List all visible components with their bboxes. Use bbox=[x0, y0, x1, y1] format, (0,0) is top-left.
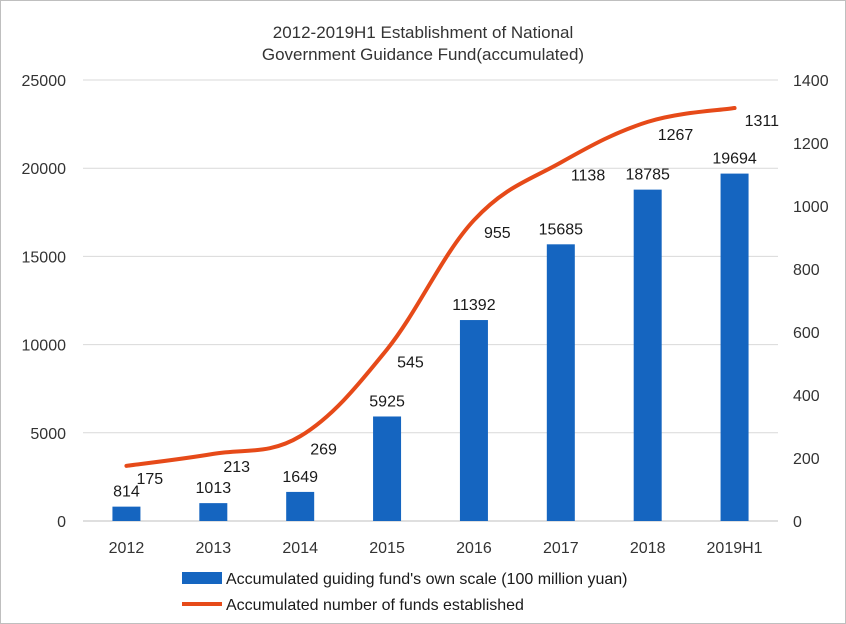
bar-data-label: 5925 bbox=[369, 393, 405, 410]
x-tick-label: 2017 bbox=[543, 540, 579, 557]
x-tick-label: 2016 bbox=[456, 540, 492, 557]
y-left-tick-label: 5000 bbox=[30, 426, 66, 443]
y-right-tick-label: 1000 bbox=[793, 199, 829, 216]
x-axis: 2012 2013 2014 2015 2016 2017 2018 2019H1 bbox=[109, 540, 763, 557]
y-left-tick-label: 25000 bbox=[22, 73, 67, 90]
y-right-tick-label: 800 bbox=[793, 262, 820, 279]
bar-data-label: 814 bbox=[113, 484, 140, 501]
y-right-tick-label: 1200 bbox=[793, 136, 829, 153]
x-tick-label: 2018 bbox=[630, 540, 666, 557]
y-right-tick-label: 600 bbox=[793, 325, 820, 342]
y-right-tick-label: 200 bbox=[793, 451, 820, 468]
x-tick-label: 2013 bbox=[196, 540, 232, 557]
legend-swatch-bar bbox=[182, 572, 222, 584]
line-data-label: 1267 bbox=[658, 127, 694, 144]
legend-label-line: Accumulated number of funds established bbox=[226, 597, 524, 614]
bar-data-label: 18785 bbox=[625, 167, 670, 184]
line-data-label: 175 bbox=[136, 471, 163, 488]
line-data-label: 1311 bbox=[745, 113, 780, 130]
x-tick-label: 2015 bbox=[369, 540, 405, 557]
bar-data-label: 19694 bbox=[712, 151, 757, 168]
line-path bbox=[124, 106, 737, 468]
y-right-tick-label: 1400 bbox=[793, 73, 829, 90]
chart-title-line-1: 2012-2019H1 Establishment of National bbox=[272, 23, 574, 42]
bar-data-label: 1649 bbox=[282, 469, 318, 486]
bar-data-label: 15685 bbox=[539, 221, 584, 238]
bar bbox=[112, 506, 141, 521]
chart-title-line-2: Government Guidance Fund(accumulated) bbox=[261, 45, 585, 64]
y-left-tick-label: 20000 bbox=[22, 161, 67, 178]
bar bbox=[720, 173, 749, 521]
gridlines bbox=[83, 79, 778, 522]
line-data-label: 269 bbox=[310, 441, 337, 458]
bar bbox=[546, 244, 575, 522]
x-tick-label: 2019H1 bbox=[707, 540, 763, 557]
legend: Accumulated guiding fund's own scale (10… bbox=[182, 571, 628, 614]
y-right-tick-label: 400 bbox=[793, 388, 820, 405]
y-right-tick-label: 0 bbox=[793, 514, 802, 531]
line-data-label: 213 bbox=[223, 459, 250, 476]
y-left-tick-label: 15000 bbox=[22, 249, 67, 266]
y-left-tick-label: 10000 bbox=[22, 338, 67, 355]
legend-label-bar: Accumulated guiding fund's own scale (10… bbox=[226, 571, 628, 588]
bar-series bbox=[112, 173, 749, 522]
line-series bbox=[124, 106, 737, 468]
bar bbox=[199, 503, 228, 521]
bar bbox=[459, 320, 488, 521]
line-data-label: 955 bbox=[484, 225, 511, 242]
bar-data-label: 11392 bbox=[452, 297, 495, 314]
line-data-label: 1138 bbox=[571, 168, 606, 185]
bar bbox=[373, 416, 402, 521]
x-tick-label: 2012 bbox=[109, 540, 145, 557]
x-tick-label: 2014 bbox=[282, 540, 318, 557]
chart-title: 2012-2019H1 Establishment of National Go… bbox=[0, 22, 846, 66]
y-left-tick-label: 0 bbox=[57, 514, 66, 531]
bar-data-label: 1013 bbox=[196, 480, 232, 497]
bar bbox=[286, 491, 315, 521]
y-axis-left: 0 5000 10000 15000 20000 25000 bbox=[22, 73, 67, 531]
y-axis-right: 0 200 400 600 800 1000 1200 1400 bbox=[793, 73, 829, 531]
bar bbox=[633, 189, 662, 521]
line-data-label: 545 bbox=[397, 354, 424, 371]
data-labels: 814 1013 1649 5925 11392 15685 18785 19694 175 21… bbox=[113, 113, 779, 501]
